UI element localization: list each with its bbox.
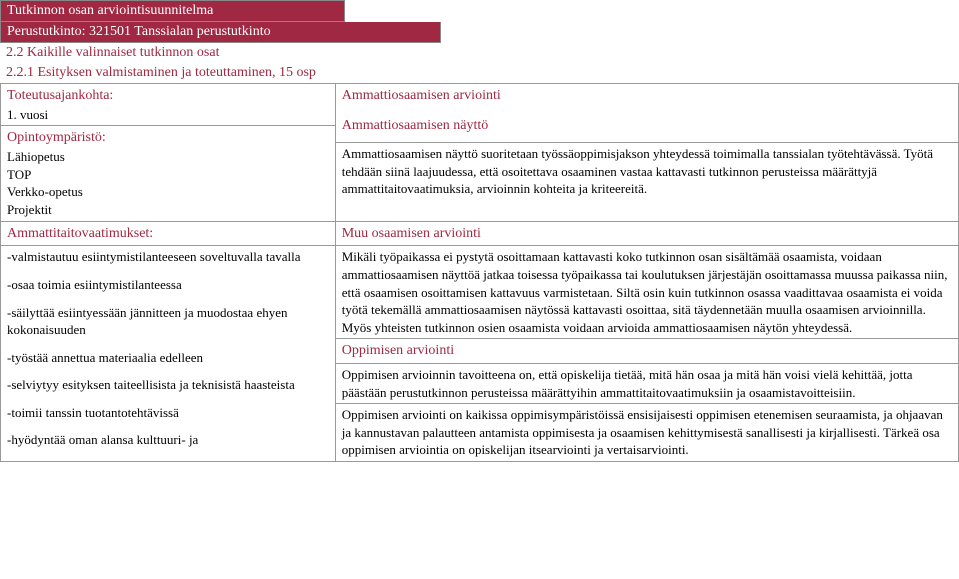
req-item-3: -työstää annettua materiaalia edelleen [7, 349, 329, 367]
req-item-6: -hyödyntää oman alansa kulttuuri- ja [7, 431, 329, 449]
env-line-1: TOP [7, 167, 31, 182]
req-item-0: -valmistautuu esiintymistilanteeseen sov… [7, 248, 329, 266]
req-item-5: -toimii tanssin tuotantotehtävissä [7, 404, 329, 422]
content-table: Toteutusajankohta: 1. vuosi Ammattiosaam… [0, 83, 959, 462]
header-subtitle-bar: Perustutkinto: 321501 Tanssialan perustu… [0, 22, 441, 43]
paragraph3-cell: Oppimisen arvioinnin tavoitteena on, ett… [335, 364, 958, 404]
paragraph1-cell: Ammattiosaamisen näyttö suoritetaan työs… [335, 143, 958, 221]
header-title: Tutkinnon osan arviointisuunnitelma [7, 3, 213, 18]
paragraph2: Mikäli työpaikassa ei pystytä osoittamaa… [342, 249, 948, 334]
right-heading4-cell: Oppimisen arviointi [335, 339, 958, 364]
req-item-4: -selviytyy esityksen taiteellisista ja t… [7, 376, 329, 394]
timing-label: Toteutusajankohta: [7, 88, 113, 103]
env-label: Opintoympäristö: [7, 130, 106, 145]
header-subtitle: Perustutkinto: 321501 Tanssialan perustu… [7, 24, 271, 39]
req-label: Ammattitaitovaatimukset: [7, 226, 153, 241]
right-heading1: Ammattiosaamisen arviointi [342, 88, 501, 103]
right-heading1-cell: Ammattiosaamisen arviointi Ammattiosaami… [335, 84, 958, 143]
env-line-0: Lähiopetus [7, 149, 65, 164]
req-item-1: -osaa toimia esiintymistilanteessa [7, 276, 329, 294]
req-item-2: -säilyttää esiintyessään jännitteen ja m… [7, 304, 329, 339]
timing-cell: Toteutusajankohta: 1. vuosi [1, 84, 336, 126]
paragraph3: Oppimisen arvioinnin tavoitteena on, ett… [342, 367, 913, 400]
req-label-cell: Ammattitaitovaatimukset: [1, 221, 336, 246]
header-title-bar: Tutkinnon osan arviointisuunnitelma [0, 0, 345, 22]
paragraph1: Ammattiosaamisen näyttö suoritetaan työs… [342, 146, 933, 196]
paragraph2-cell: Mikäli työpaikassa ei pystytä osoittamaa… [335, 246, 958, 339]
env-line-3: Projektit [7, 202, 52, 217]
paragraph4: Oppimisen arviointi on kaikissa oppimisy… [342, 407, 943, 457]
timing-value: 1. vuosi [7, 107, 48, 122]
section-subtitle: 2.2.1 Esityksen valmistaminen ja toteutt… [0, 63, 959, 83]
env-line-2: Verkko-opetus [7, 184, 83, 199]
paragraph4-cell: Oppimisen arviointi on kaikissa oppimisy… [335, 404, 958, 462]
right-heading3: Muu osaamisen arviointi [342, 226, 481, 241]
section-title: 2.2 Kaikille valinnaiset tutkinnon osat [0, 43, 959, 63]
right-heading2: Ammattiosaamisen näyttö [342, 118, 489, 133]
req-items-cell: -valmistautuu esiintymistilanteeseen sov… [1, 246, 336, 461]
right-heading4: Oppimisen arviointi [342, 343, 454, 358]
env-cell: Opintoympäristö: Lähiopetus TOP Verkko-o… [1, 126, 336, 221]
right-heading3-cell: Muu osaamisen arviointi [335, 221, 958, 246]
